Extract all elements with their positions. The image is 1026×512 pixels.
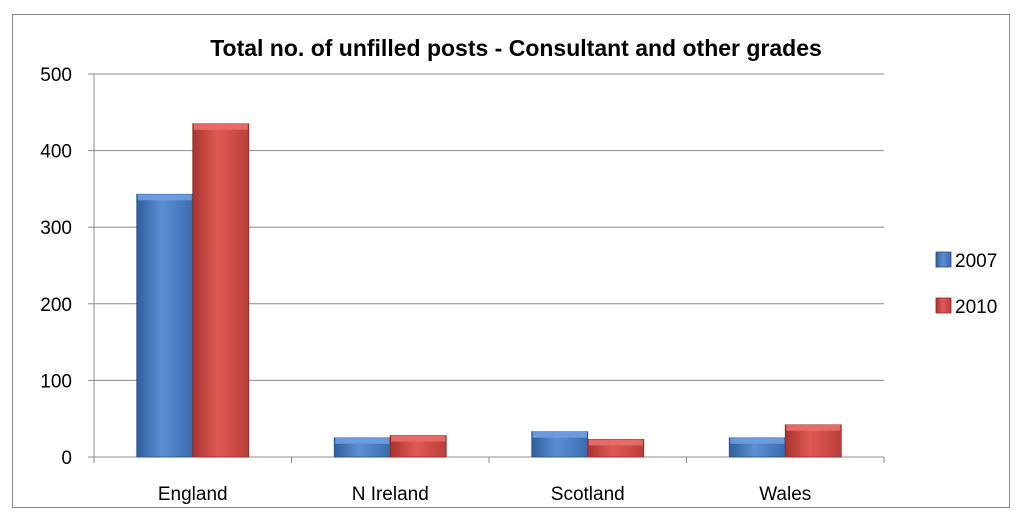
y-tick-label: 300 bbox=[40, 218, 72, 239]
legend: 2007 2010 bbox=[935, 251, 997, 318]
legend-label-2007: 2007 bbox=[955, 251, 997, 272]
legend-label-2010: 2010 bbox=[955, 297, 997, 318]
y-tick-label: 400 bbox=[40, 142, 72, 163]
x-tick-label: England bbox=[158, 484, 228, 505]
bars bbox=[136, 123, 842, 458]
bar-top-bevel bbox=[730, 437, 785, 444]
x-tick-label: Scotland bbox=[551, 484, 625, 505]
bar-top-bevel bbox=[588, 439, 643, 446]
bar-2010-england bbox=[192, 123, 250, 458]
x-tick-label: Wales bbox=[759, 484, 811, 505]
bar-top-bevel bbox=[335, 437, 390, 444]
y-tick-label: 100 bbox=[40, 371, 72, 392]
y-tick-label: 500 bbox=[40, 65, 72, 86]
bar-top-bevel bbox=[193, 123, 248, 130]
y-tick-label: 200 bbox=[40, 295, 72, 316]
bar-top-bevel bbox=[786, 424, 841, 431]
x-tick-label: N Ireland bbox=[352, 484, 429, 505]
bar-top-bevel bbox=[137, 194, 192, 201]
bar-2007-england bbox=[136, 193, 194, 458]
bar-top-bevel bbox=[391, 435, 446, 442]
legend-swatch-2007 bbox=[935, 251, 952, 268]
y-tick-labels: 0 100 200 300 400 500 bbox=[40, 65, 72, 469]
x-tick-labels: England N Ireland Scotland Wales bbox=[158, 484, 811, 505]
chart-title: Total no. of unfilled posts - Consultant… bbox=[210, 35, 822, 61]
y-tick-label: 0 bbox=[61, 448, 72, 469]
bar-top-bevel bbox=[532, 431, 587, 438]
legend-swatch-2010 bbox=[935, 297, 952, 314]
